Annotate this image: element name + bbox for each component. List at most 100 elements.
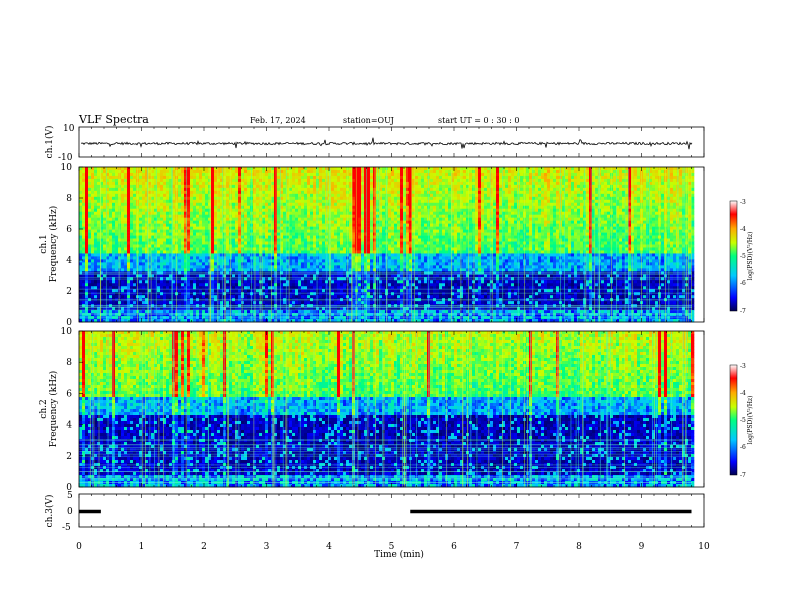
spectrogram-cell <box>187 175 191 180</box>
spectrogram-cell <box>88 235 92 239</box>
spectrogram-cell <box>103 301 107 305</box>
spectrogram-cell <box>235 268 239 272</box>
spectrogram-cell <box>355 307 359 311</box>
spectrogram-cell <box>196 175 200 180</box>
spectrogram-cell <box>160 235 164 239</box>
spectrogram-cell <box>211 262 215 266</box>
spectrogram-cell <box>340 169 344 174</box>
spectrogram-cell <box>160 289 164 293</box>
spectrogram-cell <box>304 202 308 207</box>
spectrogram-cell <box>112 184 116 189</box>
spectrogram-cell <box>88 292 92 296</box>
spectrogram-cell <box>157 232 161 236</box>
spectrogram-cell <box>304 241 308 245</box>
spectrogram-cell <box>310 313 314 317</box>
spectrogram-cell <box>79 253 83 257</box>
spectrogram-cell <box>130 187 134 192</box>
spectrogram-cell <box>115 262 119 266</box>
spectrogram-cell <box>139 316 143 320</box>
spectrogram-cell <box>337 220 341 224</box>
spectrogram-cell <box>268 274 272 278</box>
spectrogram-cell <box>211 289 215 293</box>
spectrogram-cell <box>283 187 287 192</box>
spectrogram-cell <box>139 220 143 224</box>
spectrogram-cell <box>130 181 134 186</box>
spectrogram-cell <box>202 310 206 314</box>
spectrogram-cell <box>235 205 239 210</box>
spectrogram-cell <box>211 313 215 317</box>
spectrogram-cell <box>262 286 266 290</box>
spectrogram-cell <box>226 295 230 299</box>
spectrogram-cell <box>358 167 362 171</box>
spectrogram-cell <box>199 274 203 278</box>
spectrogram-cell <box>148 310 152 314</box>
spectrogram-cell <box>115 289 119 293</box>
spectrogram-cell <box>277 181 281 186</box>
spectrogram-cell <box>355 274 359 278</box>
spectrogram-cell <box>157 211 161 215</box>
spectrogram-cell <box>358 175 362 180</box>
spectrogram-cell <box>322 223 326 227</box>
spectrogram-cell <box>343 235 347 239</box>
spectrogram-cell <box>283 208 287 213</box>
spectrogram-cell <box>208 172 212 177</box>
spectrogram-cell <box>202 223 206 227</box>
spectrogram-cell <box>79 259 83 263</box>
spectrogram-cell <box>145 313 149 317</box>
spectrogram-cell <box>106 301 110 305</box>
spectrogram-cell <box>247 205 251 210</box>
spectrogram-cell <box>253 175 257 180</box>
spectrogram-cell <box>292 223 296 227</box>
spectrogram-cell <box>247 250 251 254</box>
spectrogram-cell <box>331 238 335 242</box>
spectrogram-cell <box>271 286 275 290</box>
spectrogram-cell <box>115 217 119 221</box>
spectrogram-cell <box>154 178 158 183</box>
spectrogram-cell <box>199 220 203 224</box>
spectrogram-cell <box>238 167 242 171</box>
spectrogram-cell <box>319 235 323 239</box>
spectrogram-cell <box>283 190 287 195</box>
spectrogram-cell <box>298 169 302 174</box>
spectrogram-cell <box>340 265 344 269</box>
spectrogram-cell <box>286 283 290 287</box>
spectrogram-cell <box>238 259 242 263</box>
spectrogram-cell <box>139 244 143 248</box>
spectrogram-cell <box>280 262 284 266</box>
spectrogram-cell <box>169 280 173 284</box>
spectrogram-cell <box>193 217 197 221</box>
spectrogram-cell <box>217 253 221 257</box>
spectrogram-cell <box>133 178 137 183</box>
spectrogram-cell <box>265 229 269 233</box>
spectrogram-cell <box>208 193 212 198</box>
spectrogram-cell <box>205 241 209 245</box>
spectrogram-cell <box>148 247 152 251</box>
spectrogram-cell <box>130 262 134 266</box>
spectrogram-cell <box>184 175 188 180</box>
spectrogram-cell <box>259 184 263 189</box>
spectrogram-cell <box>133 304 137 308</box>
spectrogram-cell <box>193 208 197 213</box>
spectrogram-cell <box>319 313 323 317</box>
spectrogram-cell <box>127 190 131 195</box>
spectrogram-cell <box>88 169 92 174</box>
spectrogram-cell <box>172 226 176 230</box>
spectrogram-cell <box>343 226 347 230</box>
spectrogram-cell <box>337 229 341 233</box>
spectrogram-cell <box>322 274 326 278</box>
spectrogram-cell <box>358 301 362 305</box>
spectrogram-cell <box>256 214 260 218</box>
spectrogram-cell <box>91 202 95 207</box>
spectrogram-cell <box>289 313 293 317</box>
spectrogram-cell <box>181 172 185 177</box>
spectrogram-cell <box>226 235 230 239</box>
spectrogram-cell <box>298 184 302 189</box>
spectrogram-cell <box>244 205 248 210</box>
spectrogram-cell <box>259 211 263 215</box>
spectrogram-cell <box>208 319 212 323</box>
spectrogram-cell <box>313 196 317 201</box>
spectrogram-cell <box>196 268 200 272</box>
spectrogram-cell <box>178 250 182 254</box>
spectrogram-cell <box>187 319 191 323</box>
spectrogram-cell <box>337 178 341 183</box>
